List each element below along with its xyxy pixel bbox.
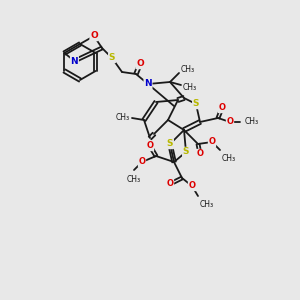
Text: N: N: [70, 56, 78, 65]
Text: O: O: [136, 59, 144, 68]
Text: CH₃: CH₃: [200, 200, 214, 209]
Text: CH₃: CH₃: [222, 154, 236, 163]
Text: CH₃: CH₃: [183, 83, 197, 92]
Text: S: S: [167, 140, 173, 148]
Text: CH₃: CH₃: [116, 112, 130, 122]
Text: S: S: [183, 148, 189, 157]
Text: CH₃: CH₃: [127, 175, 141, 184]
Text: O: O: [167, 179, 173, 188]
Text: O: O: [218, 103, 226, 112]
Text: O: O: [90, 32, 98, 40]
Text: O: O: [146, 142, 154, 151]
Text: S: S: [193, 100, 199, 109]
Text: O: O: [139, 158, 145, 166]
Text: S: S: [109, 53, 115, 62]
Text: CH₃: CH₃: [181, 65, 195, 74]
Text: N: N: [144, 80, 152, 88]
Text: O: O: [226, 118, 233, 127]
Text: O: O: [208, 137, 215, 146]
Text: O: O: [188, 182, 196, 190]
Text: CH₃: CH₃: [245, 118, 259, 127]
Text: O: O: [196, 149, 203, 158]
